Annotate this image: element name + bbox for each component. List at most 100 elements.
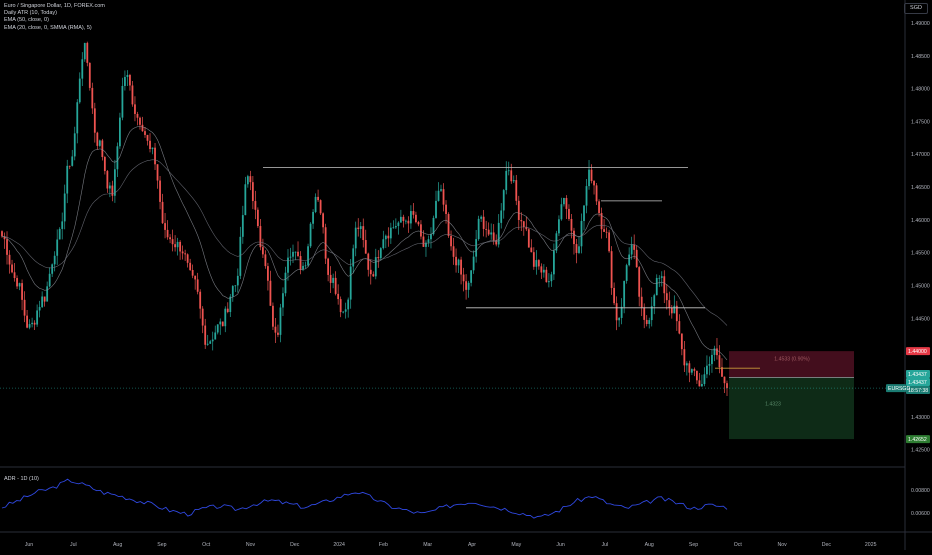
candle-body (457, 259, 460, 266)
candle-body (425, 242, 427, 247)
candle-body (565, 198, 568, 209)
candle-body (417, 222, 420, 225)
candle-body (58, 228, 61, 240)
candle-body (472, 256, 475, 271)
candle-body (332, 277, 335, 283)
candle-body (628, 254, 631, 266)
candle-body (470, 270, 473, 283)
candle-body (374, 257, 377, 277)
candle-body (21, 283, 23, 300)
candle-body (618, 317, 621, 321)
candle-body (668, 300, 671, 308)
candle-body (585, 186, 588, 206)
ema50-line (1, 159, 728, 326)
candle-body (442, 189, 445, 205)
candle-body (563, 198, 565, 205)
candle-body (502, 190, 505, 211)
candle-body (141, 124, 144, 132)
indicator-ema20-label[interactable]: EMA (20, close, 0, SMMA (RMA), 5) (4, 24, 92, 31)
candle-body (149, 140, 151, 150)
candle-body (304, 265, 307, 267)
candle-body (683, 349, 686, 366)
candle-body (515, 180, 518, 201)
candle-body (259, 226, 262, 248)
candle-body (13, 272, 16, 279)
candle-body (274, 326, 277, 333)
price-tick-label: 1.48500 (911, 54, 930, 60)
candle-body (226, 308, 229, 313)
candle-body (103, 157, 106, 172)
candle-body (643, 307, 646, 320)
candle-body (407, 220, 410, 224)
candle-body (590, 169, 593, 182)
candle-body (254, 201, 257, 210)
candle-body (264, 254, 267, 267)
candle-body (510, 170, 513, 182)
candle-body (560, 204, 563, 220)
candle-body (38, 307, 41, 311)
candle-body (161, 201, 164, 224)
candle-body (359, 226, 362, 230)
candle-body (201, 308, 204, 326)
candle-body (608, 232, 610, 252)
candle-body (314, 196, 317, 212)
candle-body (11, 264, 13, 273)
candle-body (530, 247, 533, 253)
candle-body (352, 248, 355, 267)
candle-body (487, 229, 490, 235)
candle-body (3, 236, 6, 240)
candle-body (555, 233, 558, 251)
candle-body (289, 256, 292, 258)
currency-button[interactable]: SGD (904, 3, 928, 14)
candle-body (6, 239, 8, 255)
candle-body (16, 278, 18, 287)
indicator-ema50-label[interactable]: EMA (50, close, 0) (4, 17, 49, 24)
candle-body (241, 215, 244, 237)
candle-body (284, 272, 287, 294)
candle-body (249, 176, 252, 183)
candle-body (655, 277, 658, 296)
target-zone-label: 1.4323 (765, 402, 781, 408)
candle-body (124, 76, 126, 86)
indicator-atr-label[interactable]: Daily ATR (10, Today) (4, 10, 57, 17)
countdown-badge: 18:57:38 (908, 388, 928, 394)
candle-body (660, 276, 663, 278)
candle-body (8, 254, 11, 265)
candle-body (369, 269, 372, 275)
candle-body (186, 254, 189, 263)
price-tick-label: 1.46000 (911, 218, 930, 224)
symbol-title[interactable]: Euro / Singapore Dollar, 1D, FOREX.com (4, 3, 105, 9)
candle-body (673, 305, 676, 314)
candle-body (347, 299, 350, 310)
candle-body (701, 384, 703, 387)
time-tick-label: Nov (246, 542, 256, 548)
candle-body (364, 240, 367, 254)
candle-body (246, 176, 249, 185)
candle-body (28, 324, 31, 328)
candle-body (169, 237, 171, 240)
candle-body (477, 218, 480, 240)
candle-body (507, 170, 510, 172)
candle-body (156, 164, 159, 181)
candle-body (261, 247, 264, 255)
candle-body (269, 280, 272, 306)
candle-body (525, 227, 528, 230)
candle-body (404, 220, 407, 222)
candle-body (191, 269, 194, 276)
candle-body (342, 311, 345, 313)
target-price-badge-bg (906, 435, 930, 444)
candle-body (88, 62, 91, 88)
ema20-line (1, 126, 728, 361)
candle-body (53, 255, 56, 265)
candle-body (382, 239, 385, 249)
candle-body (96, 132, 99, 146)
candle-body (495, 240, 498, 245)
candle-body (505, 170, 508, 191)
stop-loss-zone[interactable] (729, 351, 854, 378)
candle-body (445, 204, 447, 215)
take-profit-zone[interactable] (729, 377, 854, 440)
candle-body (490, 232, 493, 235)
candle-body (450, 235, 452, 247)
candle-body (91, 87, 94, 109)
